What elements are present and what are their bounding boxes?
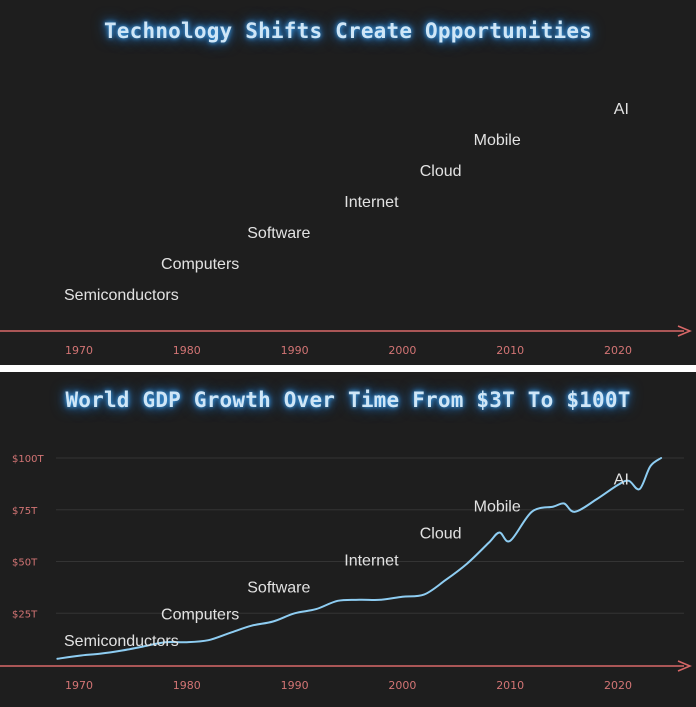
- world-gdp-plot: $25T $50T $75T $100T 1970 1980 1990 2000 2010 202…: [0, 454, 692, 692]
- y-tick-label: $25T: [12, 609, 38, 620]
- x-tick-label: 2000: [388, 344, 416, 357]
- era-label: AI: [614, 101, 629, 118]
- y-tick-label: $75T: [12, 506, 38, 517]
- y-tick-label: $100T: [12, 454, 44, 465]
- x-tick-label: 2010: [496, 344, 524, 357]
- gdp-line: [56, 457, 663, 660]
- x-tick-label: 1970: [65, 344, 93, 357]
- era-label: Internet: [344, 194, 399, 211]
- x-tick-label: 1990: [281, 344, 309, 357]
- chart-title: Technology Shifts Create Opportunities: [103, 19, 593, 43]
- technology-shifts-plot: 1970 1980 1990 2000 2010 2020 Semiconductors Co…: [0, 101, 692, 357]
- x-tick-label: 1990: [281, 679, 309, 692]
- era-label: Computers: [161, 256, 239, 273]
- era-label: AI: [614, 472, 629, 489]
- era-label: Computers: [161, 606, 239, 623]
- x-tick-label: 2000: [388, 679, 416, 692]
- x-tick-label: 1980: [173, 344, 201, 357]
- x-tick-label: 1970: [65, 679, 93, 692]
- chart-title: World GDP Growth Over Time From $3T To $…: [65, 388, 631, 412]
- era-label: Cloud: [420, 163, 462, 180]
- y-tick-label: $50T: [12, 558, 38, 569]
- era-label: Semiconductors: [64, 633, 179, 650]
- x-tick-label: 1980: [173, 679, 201, 692]
- era-label: Software: [247, 579, 310, 596]
- era-label: Mobile: [474, 132, 521, 149]
- world-gdp-chart: World GDP Growth Over Time From $3T To $…: [0, 372, 696, 707]
- x-axis-arrow: [677, 325, 692, 337]
- era-label: Cloud: [420, 526, 462, 543]
- era-label: Software: [247, 225, 310, 242]
- x-tick-label: 2020: [604, 679, 632, 692]
- x-tick-label: 2010: [496, 679, 524, 692]
- technology-shifts-chart: Technology Shifts Create Opportunities 1…: [0, 0, 696, 365]
- era-label: Semiconductors: [64, 287, 179, 304]
- era-label: Mobile: [474, 499, 521, 516]
- era-label: Internet: [344, 552, 399, 569]
- x-axis-arrow: [677, 660, 692, 672]
- x-tick-label: 2020: [604, 344, 632, 357]
